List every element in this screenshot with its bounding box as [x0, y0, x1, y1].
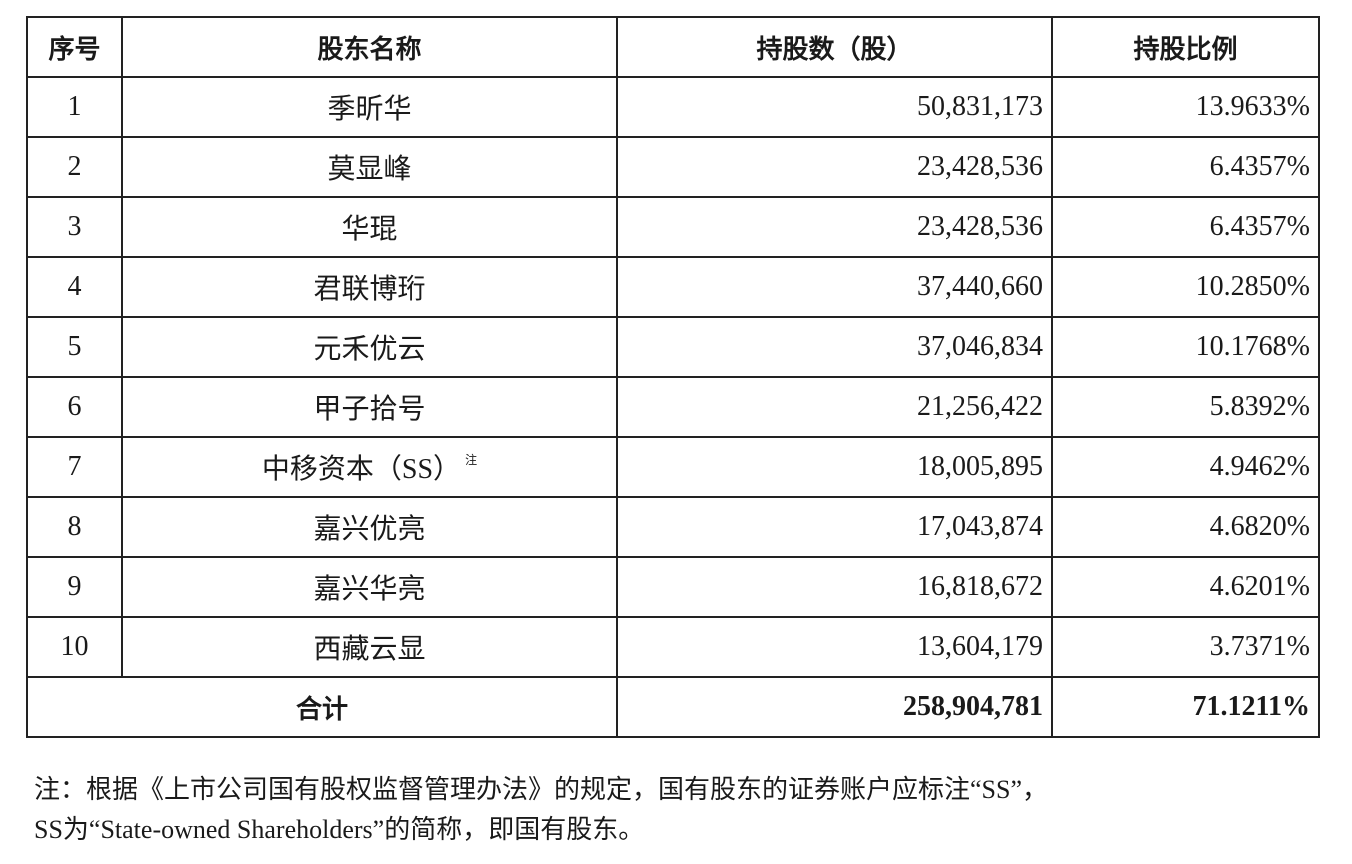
row-ratio: 4.6820% — [1051, 496, 1320, 558]
row-no: 9 — [26, 556, 123, 618]
table-row: 10 西藏云显 13,604,179 3.7371% — [26, 616, 1320, 678]
row-name: 中移资本（SS）注 — [121, 436, 618, 498]
row-no: 5 — [26, 316, 123, 378]
row-shares: 23,428,536 — [616, 136, 1053, 198]
table-row: 5 元禾优云 37,046,834 10.1768% — [26, 316, 1320, 378]
total-shares: 258,904,781 — [616, 676, 1053, 738]
shareholder-name: 甲子拾号 — [313, 394, 426, 425]
row-no: 7 — [26, 436, 123, 498]
shareholder-name: 中移资本（SS） — [261, 454, 462, 485]
row-no: 1 — [26, 76, 123, 138]
shareholder-name: 嘉兴华亮 — [313, 574, 426, 605]
table-row: 7 中移资本（SS）注 18,005,895 4.9462% — [26, 436, 1320, 498]
row-no: 2 — [26, 136, 123, 198]
row-ratio: 6.4357% — [1051, 136, 1320, 198]
shareholder-name: 君联博珩 — [313, 274, 426, 305]
header-ratio: 持股比例 — [1051, 16, 1320, 78]
shareholder-name: 季昕华 — [327, 94, 412, 125]
row-name: 莫显峰 — [121, 136, 618, 198]
row-shares: 37,046,834 — [616, 316, 1053, 378]
row-name: 甲子拾号 — [121, 376, 618, 438]
table-row: 2 莫显峰 23,428,536 6.4357% — [26, 136, 1320, 198]
row-shares: 17,043,874 — [616, 496, 1053, 558]
shareholder-name: 华琨 — [341, 214, 398, 245]
row-name: 华琨 — [121, 196, 618, 258]
row-name: 嘉兴华亮 — [121, 556, 618, 618]
row-no: 8 — [26, 496, 123, 558]
shareholder-table: 序号 股东名称 持股数（股） 持股比例 1 季昕华 50,831,173 13.963… — [26, 16, 1320, 738]
row-ratio: 3.7371% — [1051, 616, 1320, 678]
row-name: 季昕华 — [121, 76, 618, 138]
footnote-line-2: SS为“State-owned Shareholders”的简称，即国有股东。 — [34, 815, 645, 844]
table-row: 1 季昕华 50,831,173 13.9633% — [26, 76, 1320, 138]
row-shares: 37,440,660 — [616, 256, 1053, 318]
row-no: 10 — [26, 616, 123, 678]
row-name: 君联博珩 — [121, 256, 618, 318]
row-shares: 13,604,179 — [616, 616, 1053, 678]
footnote-line-1: 注：根据《上市公司国有股权监督管理办法》的规定，国有股东的证券账户应标注“SS”… — [34, 775, 1049, 804]
row-shares: 21,256,422 — [616, 376, 1053, 438]
shareholder-name: 莫显峰 — [327, 154, 412, 185]
row-name: 嘉兴优亮 — [121, 496, 618, 558]
table-header-row: 序号 股东名称 持股数（股） 持股比例 — [26, 16, 1320, 78]
footnote-mark: 注 — [465, 453, 478, 467]
header-name: 股东名称 — [121, 16, 618, 78]
row-ratio: 10.1768% — [1051, 316, 1320, 378]
table-row: 3 华琨 23,428,536 6.4357% — [26, 196, 1320, 258]
shareholder-name: 元禾优云 — [313, 334, 426, 365]
total-label: 合计 — [26, 676, 618, 738]
total-row: 合计 258,904,781 71.1211% — [26, 676, 1320, 738]
row-no: 6 — [26, 376, 123, 438]
row-no: 3 — [26, 196, 123, 258]
row-ratio: 4.6201% — [1051, 556, 1320, 618]
row-ratio: 4.9462% — [1051, 436, 1320, 498]
row-ratio: 13.9633% — [1051, 76, 1320, 138]
table-row: 8 嘉兴优亮 17,043,874 4.6820% — [26, 496, 1320, 558]
row-name: 元禾优云 — [121, 316, 618, 378]
shareholder-name: 嘉兴优亮 — [313, 514, 426, 545]
header-no: 序号 — [26, 16, 123, 78]
row-no: 4 — [26, 256, 123, 318]
table-row: 6 甲子拾号 21,256,422 5.8392% — [26, 376, 1320, 438]
total-ratio: 71.1211% — [1051, 676, 1320, 738]
row-ratio: 10.2850% — [1051, 256, 1320, 318]
row-ratio: 6.4357% — [1051, 196, 1320, 258]
row-shares: 50,831,173 — [616, 76, 1053, 138]
table-row: 9 嘉兴华亮 16,818,672 4.6201% — [26, 556, 1320, 618]
shareholder-name: 西藏云显 — [313, 634, 426, 665]
table-row: 4 君联博珩 37,440,660 10.2850% — [26, 256, 1320, 318]
row-shares: 23,428,536 — [616, 196, 1053, 258]
row-shares: 16,818,672 — [616, 556, 1053, 618]
header-shares: 持股数（股） — [616, 16, 1053, 78]
row-ratio: 5.8392% — [1051, 376, 1320, 438]
row-name: 西藏云显 — [121, 616, 618, 678]
row-shares: 18,005,895 — [616, 436, 1053, 498]
